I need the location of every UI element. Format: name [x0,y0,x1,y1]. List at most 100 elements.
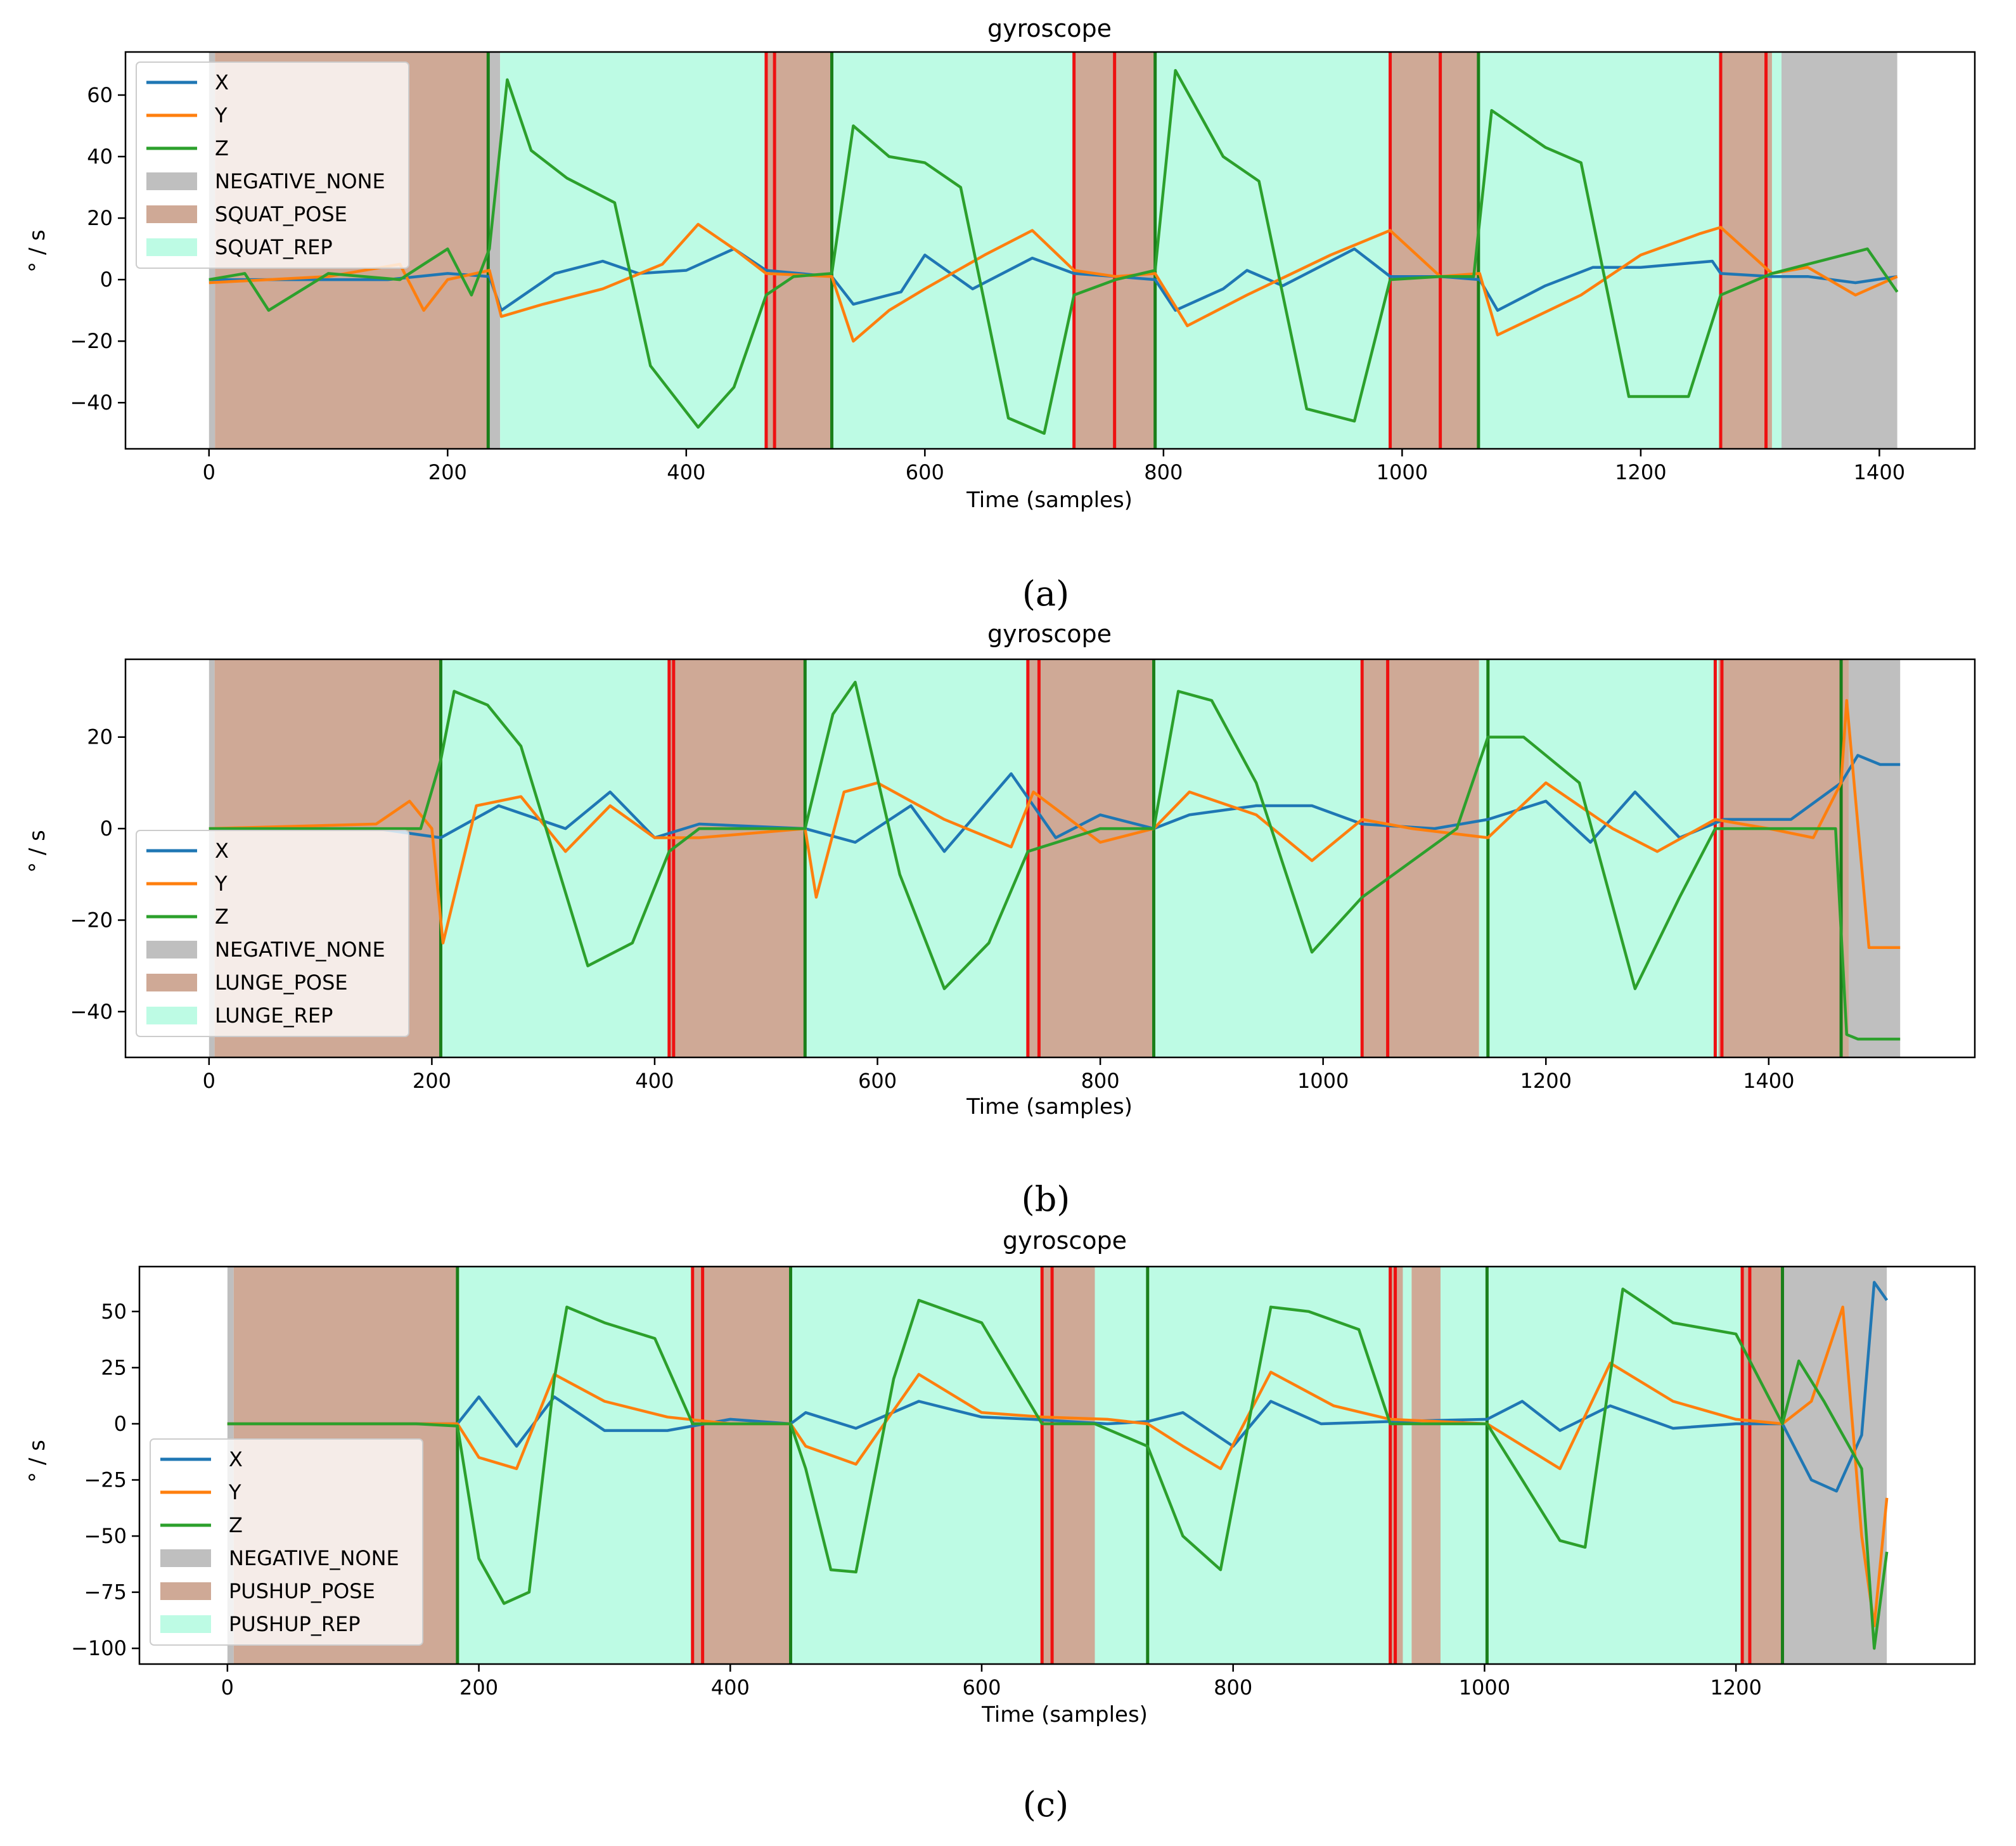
axes-frame [124,51,1976,450]
plot-area: 0 200 400 600 800 1000 1200 −100 −75 −50 −25 0 25 50 X… [71,1265,1976,1700]
legend-label: PUSHUP_REP [229,1612,361,1636]
axes-frame [124,658,1976,1059]
plot-content [209,52,1899,449]
chart-panel-a: gyroscope 0 200 400 600 800 1000 1200 1400−40−2… [25,15,1976,513]
region-lunge-rep [1153,659,1363,1057]
y-tick-label: 0 [100,816,113,841]
x-tick-label: 200 [413,1069,451,1093]
series-line-z [209,680,1901,1041]
series-line-x [209,754,1901,853]
legend-swatch-patch [146,205,197,223]
legend-label: Z [215,136,229,160]
legend-label: Y [214,103,228,127]
region-pushup-rep [1095,1267,1390,1664]
x-axis-label: Time (samples) [966,487,1133,513]
region-lunge-pose [1027,659,1154,1057]
series-line-z [209,68,1899,435]
legend-label: X [215,839,229,863]
region-lunge-pose [669,659,806,1057]
legend-swatch-patch [160,1549,211,1567]
chart-title: gyroscope [1003,1227,1127,1255]
series-line-x [227,1281,1889,1493]
region-pushup-rep [1403,1267,1412,1664]
y-tick-label: 40 [87,145,113,169]
x-tick-label: 1000 [1297,1069,1349,1093]
legend-label: Y [214,872,228,896]
y-tick-label: 20 [87,725,113,749]
legend-swatch-patch [146,238,197,256]
series-line-x [209,247,1897,312]
y-axis-label: ° / s [25,229,50,273]
x-tick-label: 800 [1144,460,1183,484]
axes-frame [138,1265,1976,1665]
legend-label: PUSHUP_POSE [229,1579,375,1603]
legend-swatch-patch [160,1615,211,1633]
legend-label: NEGATIVE_NONE [215,169,385,193]
x-tick-label: 0 [203,460,215,484]
y-tick-label: 50 [101,1300,127,1324]
region-squat-rep [1771,52,1782,449]
legend-swatch-patch [146,172,197,190]
legend-label: Z [229,1513,243,1537]
region-lunge-pose [1718,659,1849,1057]
y-tick-label: 60 [87,83,113,107]
x-tick-label: 400 [667,460,705,484]
region-pushup-rep [457,1267,693,1664]
caption-c: (c) [1023,1785,1069,1824]
legend-swatch-patch [146,941,197,958]
legend-label: SQUAT_POSE [215,202,347,226]
region-pushup-pose [1411,1267,1441,1664]
legend-box [136,830,409,1037]
region-squat-pose [1390,52,1480,449]
region-lunge-pose [1362,659,1479,1057]
region-negative-none [1849,659,1901,1057]
y-axis-label: ° / s [25,1440,50,1483]
plot-area: 0 200 400 600 800 1000 1200 1400 −40 −20 0 20 XYZ NEG… [70,658,1976,1093]
x-tick-label: 0 [203,1069,215,1093]
region-pushup-pose [1042,1267,1095,1664]
x-tick-label: 600 [962,1675,1001,1700]
legend-label: Y [228,1480,241,1504]
y-tick-label: −20 [70,329,113,353]
plot-content [209,659,1901,1057]
y-tick-label: −40 [70,390,113,415]
legend: XYZ NEGATIVE_NONE PUSHUP_POSE PUSHUP_REP [150,1438,423,1646]
region-pushup-rep [790,1267,1043,1664]
legend-box [150,1438,423,1646]
legend-swatch-patch [160,1582,211,1600]
x-tick-label: 1200 [1710,1675,1761,1700]
series-line-y [209,699,1901,950]
x-tick-label: 1200 [1615,460,1666,484]
region-squat-rep [831,52,1074,449]
x-tick-label: 1000 [1377,460,1428,484]
y-tick-label: −25 [84,1468,127,1492]
series-line-y [227,1305,1889,1628]
y-tick-label: 0 [100,268,113,292]
x-tick-label: 1200 [1520,1069,1572,1093]
y-axis-label: ° / s [25,830,50,873]
x-tick-label: 400 [711,1675,750,1700]
y-tick-label: 0 [114,1412,127,1436]
x-tick-label: 600 [906,460,944,484]
x-tick-label: 0 [221,1675,234,1700]
x-axis-label: Time (samples) [966,1094,1133,1120]
legend-label: NEGATIVE_NONE [229,1546,399,1570]
legend: XYZ NEGATIVE_NONE LUNGE_POSE LUNGE_REP [136,830,409,1037]
y-tick-label: 25 [101,1355,127,1379]
chart-panel-c: gyroscope 0 200 400 600 800 1000 1200 −100 −75 −5… [25,1227,1976,1727]
legend-label: Z [215,905,229,929]
x-tick-label: 1400 [1743,1069,1794,1093]
legend-label: NEGATIVE_NONE [215,938,385,962]
legend-swatch-patch [146,974,197,991]
x-tick-label: 1000 [1459,1675,1510,1700]
y-tick-label: −40 [70,1000,113,1024]
y-tick-label: −50 [84,1524,127,1548]
series-line-y [209,223,1898,343]
region-pushup-rep [1440,1267,1743,1664]
y-tick-label: −100 [71,1636,127,1660]
legend-box [136,61,409,269]
x-axis-label: Time (samples) [981,1702,1148,1727]
y-tick-label: −20 [70,908,113,932]
x-tick-label: 200 [428,460,467,484]
